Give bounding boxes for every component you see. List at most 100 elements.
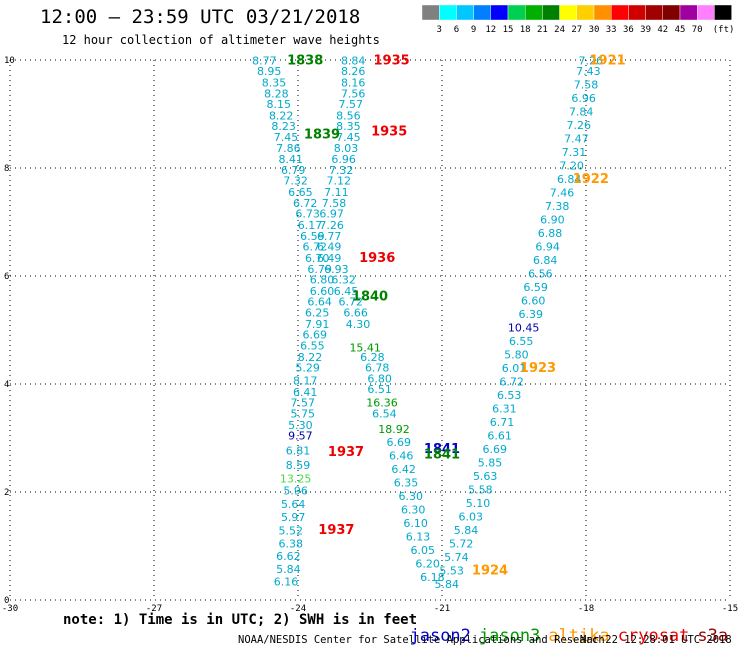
wave-height-label: 5.74	[444, 551, 469, 564]
wave-height-label: 6.46	[389, 450, 414, 463]
wave-height-label: 6.35	[394, 477, 419, 490]
color-scale-tick: 27	[571, 25, 582, 35]
wave-height-label: 6.13	[406, 531, 431, 544]
wave-height-label: 5.84	[435, 578, 460, 591]
pass-time-label: 1936	[359, 251, 395, 266]
wave-height-label: 6.72	[303, 241, 328, 254]
wave-height-label: 8.22	[269, 109, 294, 122]
y-tick-label: 2	[4, 488, 9, 498]
color-scale-tick: 70	[692, 25, 703, 35]
wave-height-label: 6.38	[279, 538, 304, 551]
wave-height-label: 5.53	[439, 565, 464, 578]
wave-height-label: 6.56	[528, 268, 553, 281]
x-tick-label: -15	[722, 604, 738, 614]
x-tick-label: -27	[146, 604, 162, 614]
wave-height-label: 6.30	[401, 504, 426, 517]
color-scale-tick: 15	[503, 25, 514, 35]
wave-height-label: 8.56	[336, 109, 361, 122]
wave-height-label: 6.81	[286, 445, 311, 458]
y-tick-label: 10	[4, 56, 15, 66]
pass-time-label: 1921	[590, 53, 626, 68]
pass-time-label: 1923	[520, 361, 556, 376]
wave-height-label: 6.54	[372, 407, 397, 420]
wave-height-label: 6.53	[497, 389, 522, 402]
y-tick-label: 4	[4, 380, 9, 390]
chart-title: 12:00 – 23:59 UTC 03/21/2018	[40, 6, 361, 28]
legend-cryosat: cryosat	[617, 626, 690, 646]
wave-height-label: 6.79	[281, 164, 306, 177]
wave-height-label: 6.90	[540, 214, 565, 227]
wave-height-label: 8.15	[267, 98, 292, 111]
credit-line: NOAA/NESDIS Center for Satellite Applica…	[238, 634, 605, 646]
wave-height-label: 6.64	[307, 296, 332, 309]
legend-jason2: jason2	[409, 626, 471, 646]
wave-height-label: 8.35	[336, 120, 361, 133]
wave-height-label: 6.72	[339, 296, 364, 309]
wave-height-label: 7.26	[579, 54, 604, 67]
wave-height-label: 7.58	[574, 79, 599, 92]
wave-height-label: 6.59	[300, 230, 325, 243]
wave-height-label: 6.03	[459, 511, 484, 524]
legend-altika: altika	[548, 626, 610, 646]
wave-height-label: 7.26	[319, 219, 344, 232]
wave-height-label: 6.84	[557, 173, 582, 186]
y-tick-label: 8	[4, 164, 9, 174]
wave-height-label: 6.62	[276, 550, 301, 563]
wave-height-label: 5.52	[279, 525, 304, 538]
wave-height-label: 5.96	[283, 485, 308, 498]
wave-height-label: 6.96	[331, 153, 356, 166]
wave-height-label: 7.31	[562, 146, 587, 159]
wave-height-label: 6.55	[509, 335, 534, 348]
wave-height-label: 5.58	[468, 484, 493, 497]
wave-height-label: 8.17	[293, 375, 318, 388]
wave-height-label: 6.01	[502, 362, 527, 375]
wave-height-label: 7.26	[567, 119, 592, 132]
wave-height-label: 15.41	[349, 342, 381, 355]
color-scale-tick: 18	[520, 25, 531, 35]
wave-height-label: 6.32	[331, 274, 356, 287]
color-scale-tick: 42	[657, 25, 668, 35]
color-swatch	[714, 5, 732, 21]
color-scale-unit: (ft)	[713, 25, 734, 35]
wave-height-label: 6.69	[303, 329, 328, 342]
wave-height-label: 8.77	[252, 54, 277, 67]
color-scale-tick: 24	[554, 25, 565, 35]
wave-height-label: 6.45	[334, 285, 359, 298]
wave-height-label: 7.58	[322, 197, 347, 210]
wave-height-label: 7.91	[305, 318, 330, 331]
color-scale-tick: 33	[606, 25, 617, 35]
wave-height-label: 5.85	[478, 457, 503, 470]
wave-height-label: 6.30	[399, 490, 424, 503]
wave-height-label: 6.97	[319, 208, 344, 221]
wave-height-label: 6.80	[367, 372, 392, 385]
color-scale-tick: 45	[675, 25, 686, 35]
satellite-legend: jason2 jason3 altika cryosat s3a	[389, 606, 736, 646]
wave-height-label: 6.31	[492, 403, 517, 416]
legend-jason3: jason3	[478, 626, 541, 646]
wave-height-label: 6.49	[317, 252, 342, 265]
color-scale-tick: 6	[454, 25, 459, 35]
wave-height-label: 10.45	[508, 322, 540, 335]
wave-height-label: 6.96	[571, 92, 596, 105]
wave-height-label: 7.20	[559, 160, 584, 173]
wave-height-label: 6.28	[360, 351, 385, 364]
wave-height-label: 6.42	[391, 463, 416, 476]
pass-time-label: 1935	[374, 53, 410, 68]
wave-height-label: 6.80	[310, 274, 335, 287]
generated-timestamp: Mar 22 12:28:01 UTC 2018	[580, 634, 732, 646]
wave-height-label: 6.72	[293, 197, 318, 210]
wave-height-label: 16.36	[366, 397, 398, 410]
color-scale-tick: 30	[589, 25, 600, 35]
wave-height-label: 7.57	[339, 98, 364, 111]
wave-height-label: 7.45	[336, 131, 361, 144]
wave-height-label: 6.55	[300, 339, 325, 352]
wave-height-label: 6.84	[533, 254, 558, 267]
wave-height-label: 7.32	[329, 164, 354, 177]
wave-height-label: 6.60	[310, 285, 335, 298]
wave-height-label: 8.41	[279, 153, 304, 166]
wave-height-label: 5.75	[291, 407, 316, 420]
wave-height-label: 6.10	[403, 517, 428, 530]
wave-height-label: 7.38	[545, 200, 570, 213]
wave-height-label: 5.84	[276, 563, 301, 576]
wave-height-label: 7.12	[327, 175, 352, 188]
